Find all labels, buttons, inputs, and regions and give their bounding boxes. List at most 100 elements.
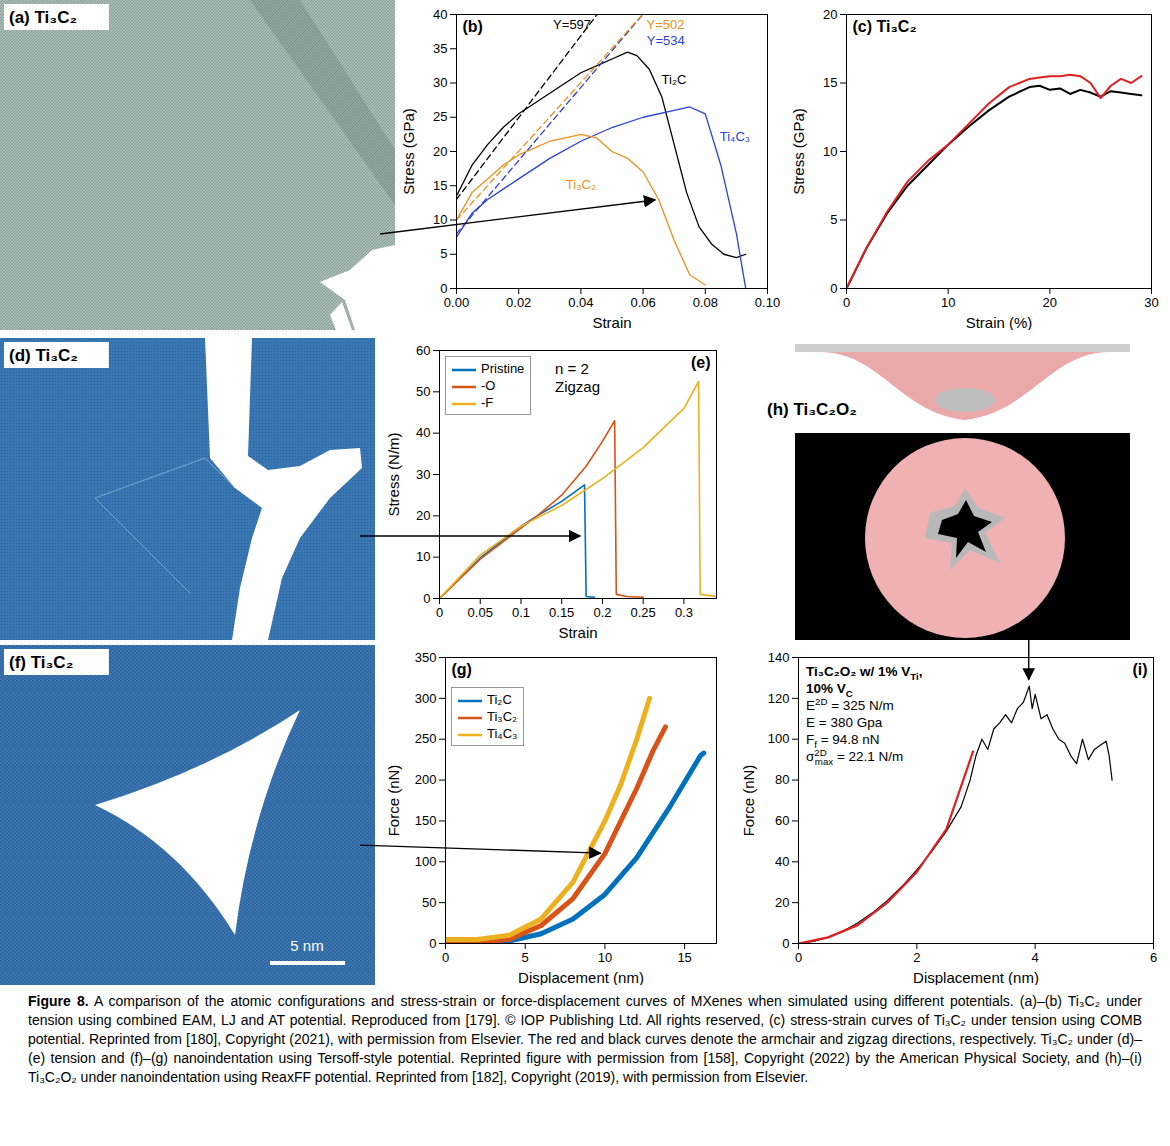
svg-text:0.25: 0.25: [631, 605, 656, 620]
svg-text:30: 30: [416, 467, 430, 482]
svg-text:0.1: 0.1: [512, 605, 530, 620]
svg-text:0: 0: [782, 936, 789, 951]
svg-text:30: 30: [1144, 295, 1158, 310]
svg-text:(e): (e): [691, 354, 711, 371]
svg-text:(g): (g): [452, 661, 472, 678]
svg-text:120: 120: [768, 691, 790, 706]
html-text:max= 22.1 N/m: max= 22.1 N/m: [814, 749, 904, 767]
svg-text:30: 30: [433, 75, 447, 90]
svg-text:5: 5: [522, 950, 529, 965]
svg-text:Y=534: Y=534: [647, 33, 685, 48]
svg-text:5 nm: 5 nm: [290, 937, 323, 954]
svg-text:Force (nN): Force (nN): [385, 765, 402, 837]
svg-text:300: 300: [415, 691, 437, 706]
svg-text:Ti₄C₃: Ti₄C₃: [720, 129, 750, 144]
svg-text:0.15: 0.15: [549, 605, 574, 620]
svg-text:60: 60: [775, 813, 789, 828]
svg-text:40: 40: [433, 7, 447, 22]
svg-text:10: 10: [941, 295, 955, 310]
svg-text:0.02: 0.02: [506, 295, 531, 310]
svg-text:10: 10: [433, 212, 447, 227]
svg-text:140: 140: [768, 650, 790, 665]
html-text:Ff= 94.8 nN: Ff= 94.8 nN: [806, 732, 880, 750]
svg-text:250: 250: [415, 731, 437, 746]
svg-text:0: 0: [429, 936, 436, 951]
svg-text:4: 4: [1032, 950, 1039, 965]
svg-text:20: 20: [823, 7, 837, 22]
svg-text:(f) Ti₃C₂: (f) Ti₃C₂: [9, 653, 73, 672]
svg-text:2: 2: [913, 950, 920, 965]
svg-text:60: 60: [416, 343, 430, 358]
svg-text:Stress (GPa): Stress (GPa): [790, 108, 807, 195]
svg-text:Stress (N/m): Stress (N/m): [385, 432, 402, 516]
html-text:n = 2: n = 2: [555, 360, 589, 377]
svg-text:200: 200: [415, 772, 437, 787]
svg-text:Force (nN): Force (nN): [740, 765, 757, 837]
svg-text:350: 350: [415, 650, 437, 665]
html-text:Ti₂C: Ti₂C: [487, 692, 512, 707]
svg-text:0.3: 0.3: [675, 605, 693, 620]
svg-text:Ti₂C: Ti₂C: [662, 72, 687, 87]
html-text:Ti₃C₂O₂ w/ 1% VTi,: Ti₃C₂O₂ w/ 1% VTi,: [806, 664, 923, 682]
svg-text:0: 0: [442, 950, 449, 965]
svg-text:10: 10: [416, 549, 430, 564]
svg-text:Displacement (nm): Displacement (nm): [518, 969, 644, 986]
svg-text:10: 10: [823, 144, 837, 159]
html-text:10% VC: 10% VC: [806, 681, 853, 699]
svg-text:0: 0: [423, 591, 430, 606]
svg-text:Strain (%): Strain (%): [966, 314, 1033, 331]
svg-text:15: 15: [823, 75, 837, 90]
svg-text:100: 100: [768, 731, 790, 746]
html-text:Zigzag: Zigzag: [555, 378, 600, 395]
svg-text:(h) Ti₃C₂O₂: (h) Ti₃C₂O₂: [767, 400, 857, 419]
svg-text:40: 40: [416, 425, 430, 440]
svg-text:0: 0: [830, 281, 837, 296]
svg-text:(a) Ti₃C₂: (a) Ti₃C₂: [9, 8, 77, 27]
svg-text:Stress (GPa): Stress (GPa): [400, 108, 417, 195]
svg-text:100: 100: [415, 854, 437, 869]
svg-text:Y=502: Y=502: [646, 17, 684, 32]
svg-text:15: 15: [433, 178, 447, 193]
svg-text:(d) Ti₃C₂: (d) Ti₃C₂: [9, 346, 78, 365]
html-text:E2D= 325 N/m: E2D= 325 N/m: [806, 695, 894, 713]
svg-text:50: 50: [416, 384, 430, 399]
svg-text:Strain: Strain: [592, 314, 631, 331]
svg-text:6: 6: [1150, 950, 1157, 965]
svg-text:0.06: 0.06: [630, 295, 655, 310]
svg-text:20: 20: [416, 508, 430, 523]
svg-text:(c) Ti₃C₂: (c) Ti₃C₂: [853, 18, 917, 35]
svg-text:0: 0: [795, 950, 802, 965]
svg-text:20: 20: [1043, 295, 1057, 310]
svg-text:25: 25: [433, 109, 447, 124]
svg-text:0: 0: [440, 281, 447, 296]
html-text:Figure 8. A comparison of the: Figure 8. A comparison of the atomic con…: [28, 993, 1142, 1085]
svg-text:0.05: 0.05: [468, 605, 493, 620]
svg-text:150: 150: [415, 813, 437, 828]
svg-text:0.00: 0.00: [444, 295, 469, 310]
svg-text:0.10: 0.10: [755, 295, 780, 310]
svg-text:20: 20: [775, 895, 789, 910]
svg-text:0: 0: [843, 295, 850, 310]
html-text:-O: -O: [481, 378, 496, 393]
svg-text:Y=597: Y=597: [553, 17, 591, 32]
svg-text:Displacement (nm): Displacement (nm): [913, 969, 1039, 986]
svg-text:0.08: 0.08: [693, 295, 718, 310]
svg-text:Strain: Strain: [558, 624, 597, 641]
svg-text:20: 20: [433, 144, 447, 159]
svg-text:5: 5: [440, 246, 447, 261]
svg-text:0.04: 0.04: [568, 295, 593, 310]
html-text:Pristine: Pristine: [481, 361, 525, 376]
svg-text:40: 40: [775, 854, 789, 869]
svg-text:15: 15: [677, 950, 691, 965]
svg-text:80: 80: [775, 772, 789, 787]
svg-text:0.2: 0.2: [593, 605, 611, 620]
svg-text:(b): (b): [463, 18, 483, 35]
html-text:σ2D: σ2D: [806, 746, 827, 764]
svg-text:5: 5: [830, 212, 837, 227]
svg-text:(i): (i): [1132, 661, 1147, 678]
svg-text:35: 35: [433, 41, 447, 56]
svg-text:0: 0: [436, 605, 443, 620]
svg-text:Ti₃C₂: Ti₃C₂: [566, 177, 596, 192]
svg-text:10: 10: [598, 950, 612, 965]
svg-text:50: 50: [422, 895, 436, 910]
